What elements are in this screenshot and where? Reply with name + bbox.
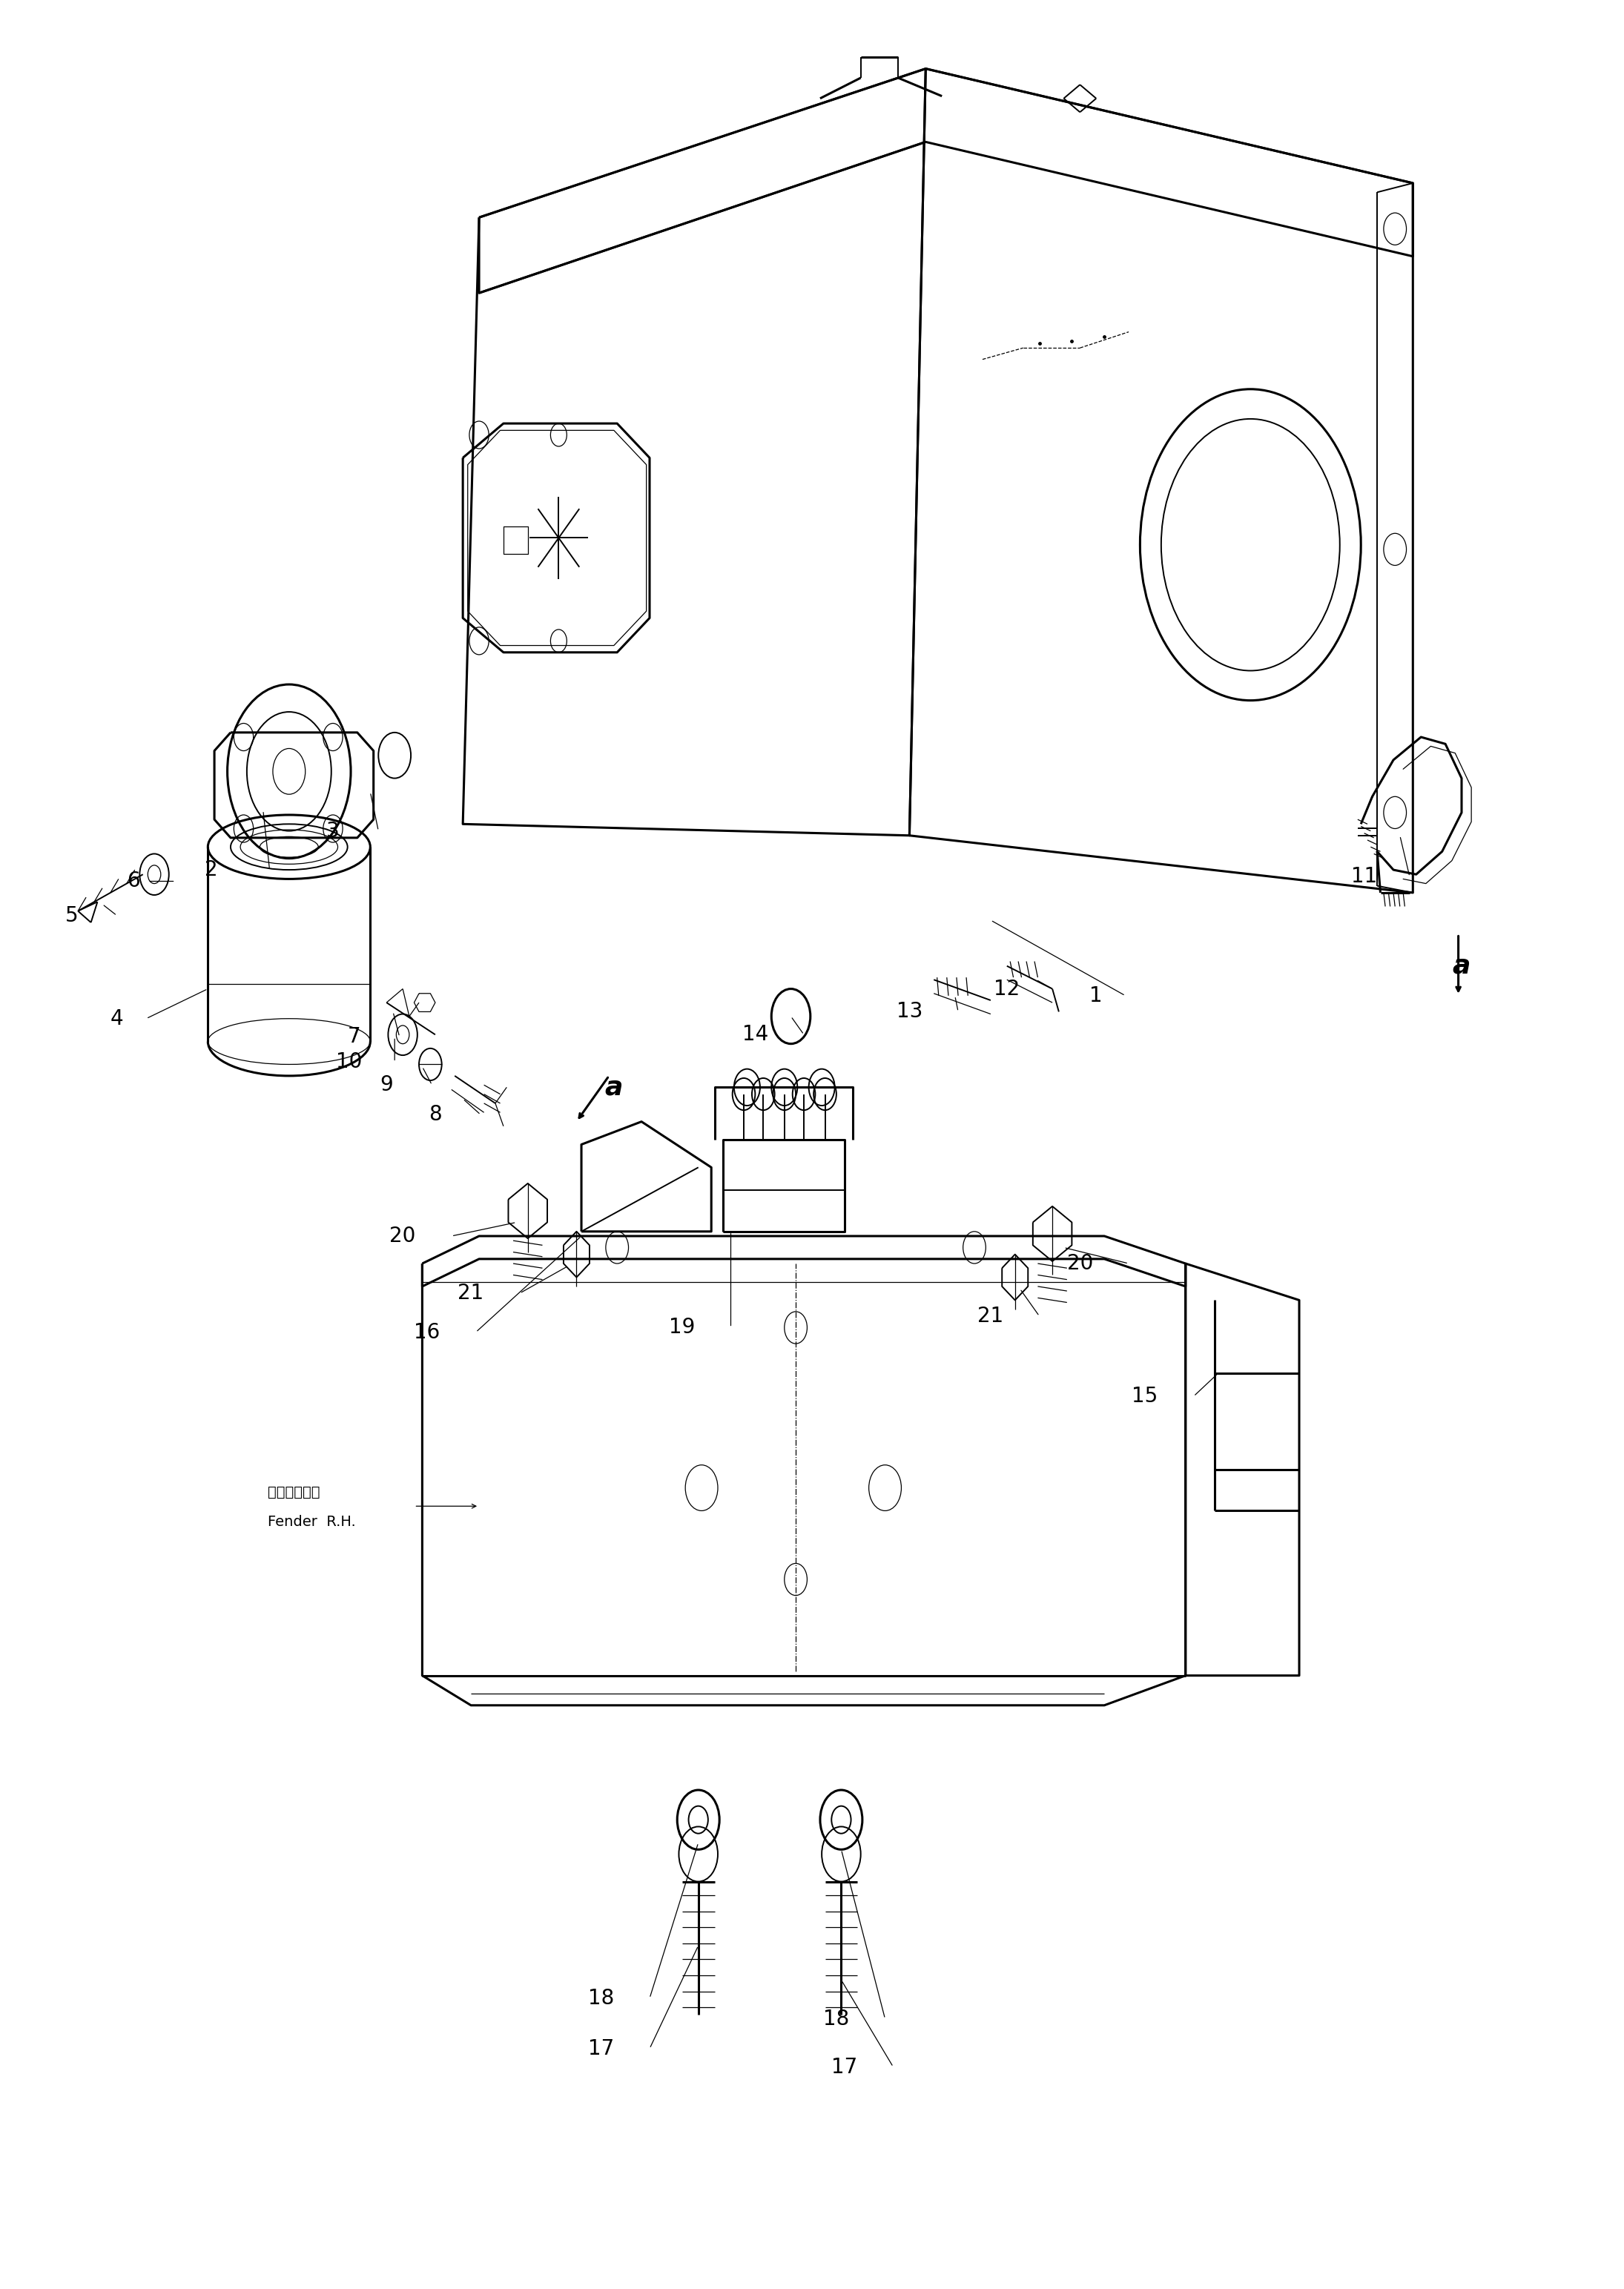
Text: 8: 8 xyxy=(429,1103,442,1126)
Text: 20: 20 xyxy=(1067,1252,1093,1275)
Text: 10: 10 xyxy=(336,1051,362,1074)
Text: 19: 19 xyxy=(669,1316,695,1339)
Text: 17: 17 xyxy=(831,2056,857,2078)
Text: 18: 18 xyxy=(823,2007,849,2030)
Text: 2: 2 xyxy=(205,858,218,881)
Text: 4: 4 xyxy=(110,1007,123,1030)
Text: 16: 16 xyxy=(414,1321,440,1344)
Text: a: a xyxy=(1452,952,1471,980)
Text: 11: 11 xyxy=(1351,865,1377,888)
Text: 20: 20 xyxy=(390,1225,416,1248)
Text: 1: 1 xyxy=(1090,984,1103,1007)
Text: 6: 6 xyxy=(127,870,140,893)
Text: 21: 21 xyxy=(978,1305,1004,1328)
Text: 13: 13 xyxy=(896,1000,922,1023)
Text: a: a xyxy=(604,1074,624,1101)
Text: 21: 21 xyxy=(458,1282,484,1305)
Text: フェンダ　右: フェンダ 右 xyxy=(268,1486,320,1499)
Text: 12: 12 xyxy=(994,977,1020,1000)
Text: 3: 3 xyxy=(326,819,339,842)
Text: Fender  R.H.: Fender R.H. xyxy=(268,1515,356,1529)
Text: 5: 5 xyxy=(65,904,78,927)
Text: 15: 15 xyxy=(1132,1385,1158,1408)
Text: 9: 9 xyxy=(380,1074,393,1096)
Text: 7: 7 xyxy=(348,1025,361,1048)
Text: 14: 14 xyxy=(742,1023,768,1046)
Text: 18: 18 xyxy=(588,1987,614,2010)
Text: 17: 17 xyxy=(588,2037,614,2060)
